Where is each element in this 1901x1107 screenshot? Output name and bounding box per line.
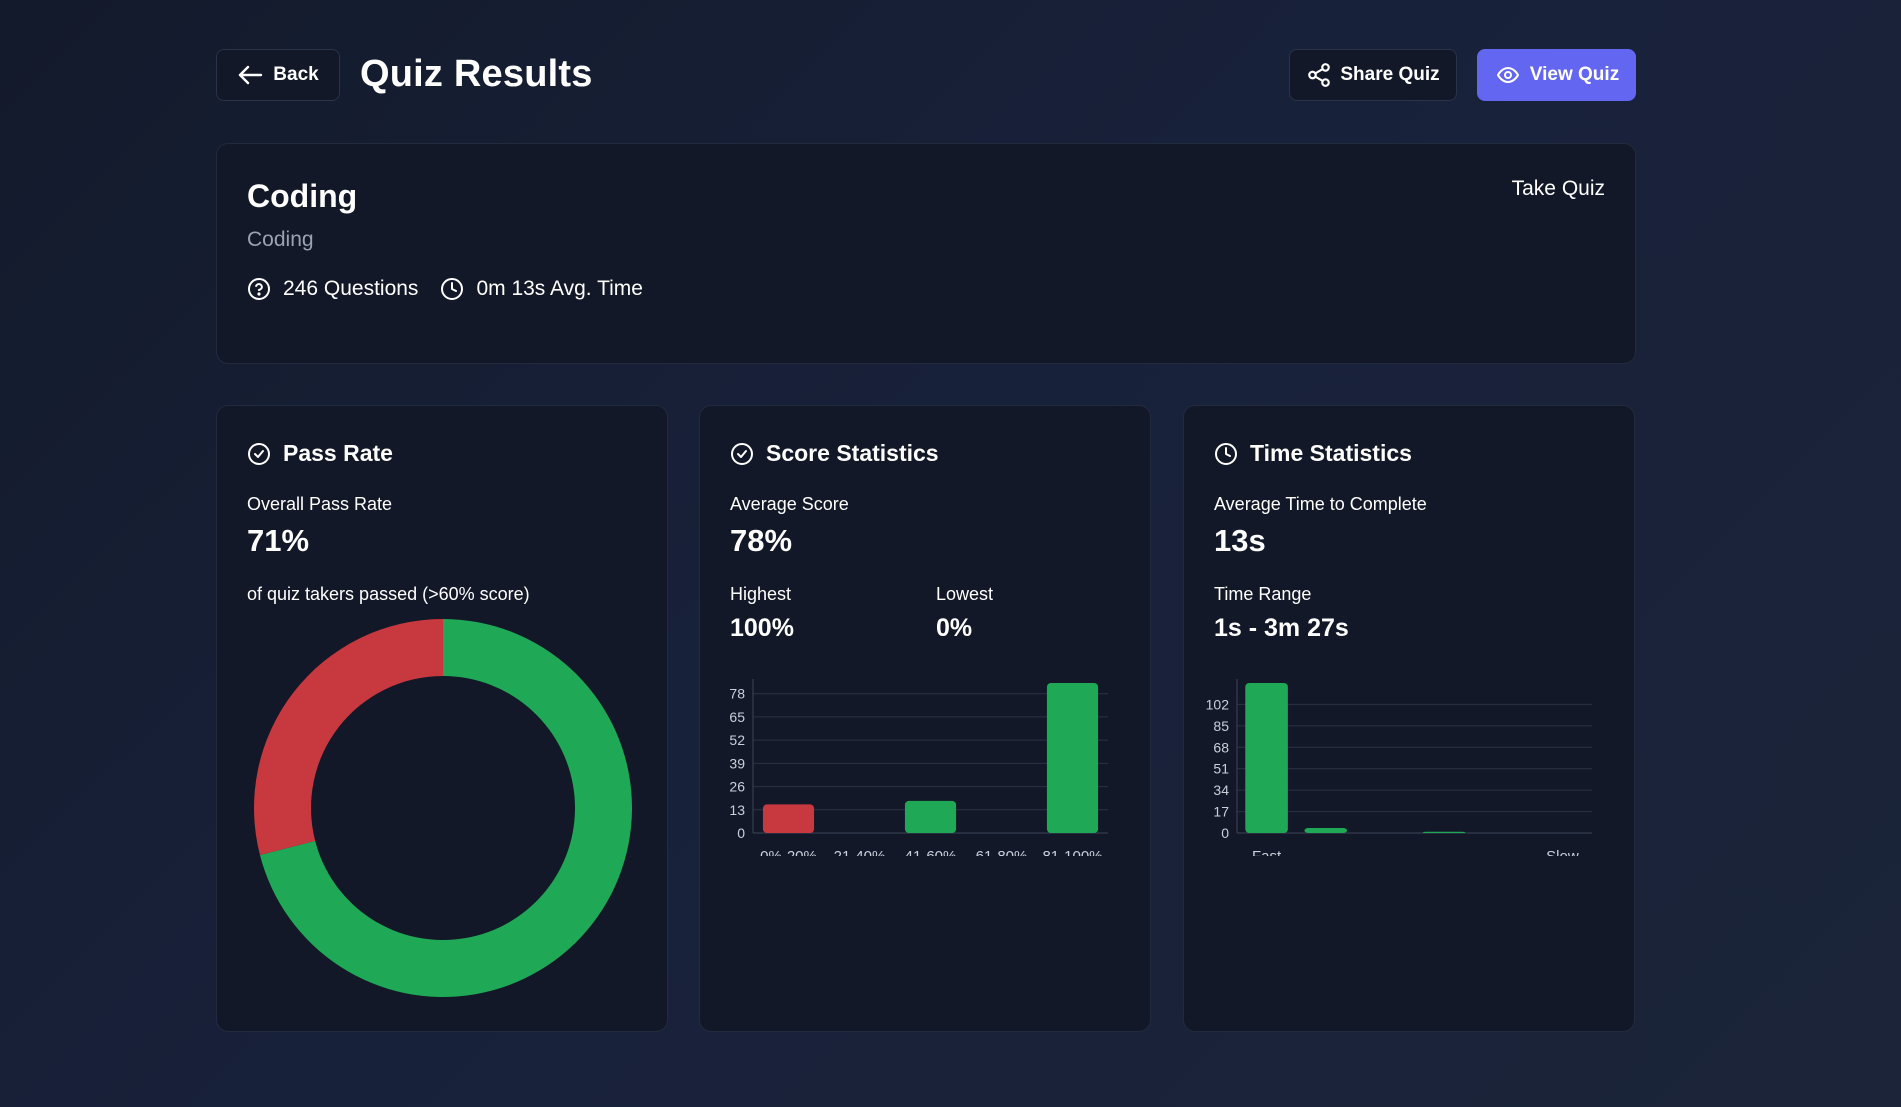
eye-icon xyxy=(1496,67,1519,83)
x-tick-label: 0%-20% xyxy=(760,848,817,856)
share-icon xyxy=(1308,63,1331,87)
time-statistics-card: Time Statistics Average Time to Complete… xyxy=(1183,405,1635,1032)
bar-41-60% xyxy=(904,800,957,833)
pass-rate-title: Pass Rate xyxy=(247,440,393,467)
clock-icon xyxy=(1215,442,1237,465)
highest-score-label: Highest xyxy=(730,584,792,604)
back-button[interactable]: Back xyxy=(216,49,340,101)
page-title: Quiz Results xyxy=(360,53,593,95)
clock-icon xyxy=(441,278,464,300)
help-circle-icon xyxy=(248,278,270,300)
x-tick-label: 61-80% xyxy=(976,848,1028,856)
y-tick-label: 0 xyxy=(737,825,745,841)
overall-pass-rate-value: 71% xyxy=(247,523,310,558)
y-tick-label: 17 xyxy=(1213,804,1229,820)
bar-bin-4 xyxy=(1422,831,1466,833)
score-statistics-title-text: Score Statistics xyxy=(766,440,939,466)
pass-rate-card: Pass Rate Overall Pass Rate 71% of quiz … xyxy=(216,405,668,1032)
lowest-score-value: 0% xyxy=(936,614,973,642)
quiz-info-card: Coding Coding Take Quiz 246 Questions 0m… xyxy=(216,143,1636,364)
y-tick-label: 52 xyxy=(729,732,745,748)
y-tick-label: 102 xyxy=(1206,696,1230,712)
quiz-category: Coding xyxy=(247,228,314,251)
check-circle-icon xyxy=(248,442,270,465)
share-quiz-button[interactable]: Share Quiz xyxy=(1289,49,1457,101)
x-label-slow: Slow xyxy=(1546,848,1579,856)
pass-rate-note: of quiz takers passed (>60% score) xyxy=(247,584,530,604)
lowest-score-label: Lowest xyxy=(936,584,994,604)
y-tick-label: 34 xyxy=(1213,782,1229,798)
time-statistics-title-text: Time Statistics xyxy=(1250,440,1412,466)
score-statistics-title: Score Statistics xyxy=(730,440,939,467)
donut-slice-failed xyxy=(254,619,443,856)
quiz-name: Coding xyxy=(247,178,358,214)
time-range-value: 1s - 3m 27s xyxy=(1214,614,1349,642)
highest-score-value: 100% xyxy=(730,614,794,642)
quiz-meta: 246 Questions 0m 13s Avg. Time xyxy=(247,277,665,301)
x-tick-label: 41-60% xyxy=(905,848,957,856)
bar-bin-2 xyxy=(1304,827,1348,833)
view-quiz-label: View Quiz xyxy=(1529,64,1620,85)
back-label: Back xyxy=(273,64,319,85)
bar-0%-20% xyxy=(762,804,815,833)
score-statistics-card: Score Statistics Average Score 78% Highe… xyxy=(699,405,1151,1032)
y-tick-label: 0 xyxy=(1221,825,1229,841)
x-label-fast: Fast xyxy=(1252,848,1282,856)
y-tick-label: 26 xyxy=(729,779,745,795)
time-range-label: Time Range xyxy=(1214,584,1312,604)
average-score-value: 78% xyxy=(730,523,793,558)
y-tick-label: 78 xyxy=(729,686,745,702)
average-time-value: 13s xyxy=(1214,523,1266,558)
pass-rate-donut-chart xyxy=(254,619,633,997)
avg-time: 0m 13s Avg. Time xyxy=(440,277,643,301)
take-quiz-link[interactable]: Take Quiz xyxy=(1511,177,1605,200)
y-tick-label: 51 xyxy=(1213,761,1229,777)
check-circle-icon xyxy=(731,442,753,465)
question-count: 246 Questions xyxy=(247,277,418,301)
donut-slice-passed xyxy=(259,619,633,997)
question-count-label: 246 Questions xyxy=(283,277,419,300)
y-tick-label: 85 xyxy=(1213,718,1229,734)
view-quiz-button[interactable]: View Quiz xyxy=(1477,49,1636,101)
average-score-label: Average Score xyxy=(730,494,849,514)
y-tick-label: 68 xyxy=(1213,739,1229,755)
bar-81-100% xyxy=(1046,683,1099,833)
y-tick-label: 13 xyxy=(729,802,745,818)
average-time-label: Average Time to Complete xyxy=(1214,494,1427,514)
share-quiz-label: Share Quiz xyxy=(1340,64,1440,85)
score-distribution-chart: 0 13 26 39 52 65 78 0%-20% 21-40% 41-60% 61-80% 81-… xyxy=(729,679,1108,856)
arrow-left-icon xyxy=(239,65,263,85)
time-statistics-title: Time Statistics xyxy=(1214,440,1412,467)
y-tick-label: 65 xyxy=(729,709,745,725)
pass-rate-title-text: Pass Rate xyxy=(283,440,393,466)
y-tick-label: 39 xyxy=(729,755,745,771)
overall-pass-rate-label: Overall Pass Rate xyxy=(247,494,393,514)
x-tick-label: 21-40% xyxy=(834,848,886,856)
time-distribution-chart: 0 17 34 51 68 85 102 Fast Slow xyxy=(1206,679,1592,856)
bar-bin-1 xyxy=(1245,683,1288,833)
page-header: Back Quiz Results Share Quiz View Quiz xyxy=(216,49,1636,101)
x-tick-label: 81-100% xyxy=(1042,848,1102,856)
avg-time-label: 0m 13s Avg. Time xyxy=(476,277,643,300)
